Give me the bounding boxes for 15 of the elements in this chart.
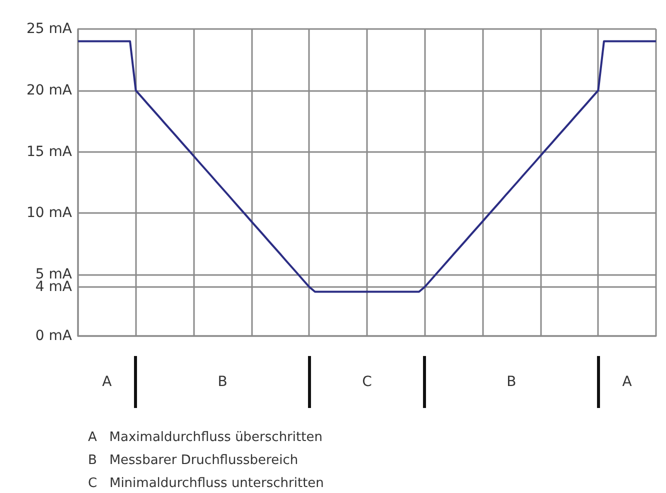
y-tick-label: 25 mA <box>26 21 72 37</box>
y-tick-label: 20 mA <box>26 82 72 98</box>
y-tick-label: 0 mA <box>35 328 72 344</box>
line-series <box>77 40 657 293</box>
text: A <box>102 374 112 390</box>
text: B Messbarer Druchflussbereich <box>88 452 300 470</box>
y-tick-label: 4 mA <box>35 278 72 295</box>
y-tick-label: 10 mA <box>26 205 72 222</box>
text: B <box>506 374 516 390</box>
text: B <box>218 374 228 390</box>
text: C <box>362 374 372 390</box>
text: C Minimaldurchfluss unterschritten <box>88 475 324 493</box>
text: A <box>622 374 632 390</box>
text: A Maximaldurchfluss überschritten <box>88 429 324 447</box>
y-tick-label: 15 mA <box>26 144 72 160</box>
